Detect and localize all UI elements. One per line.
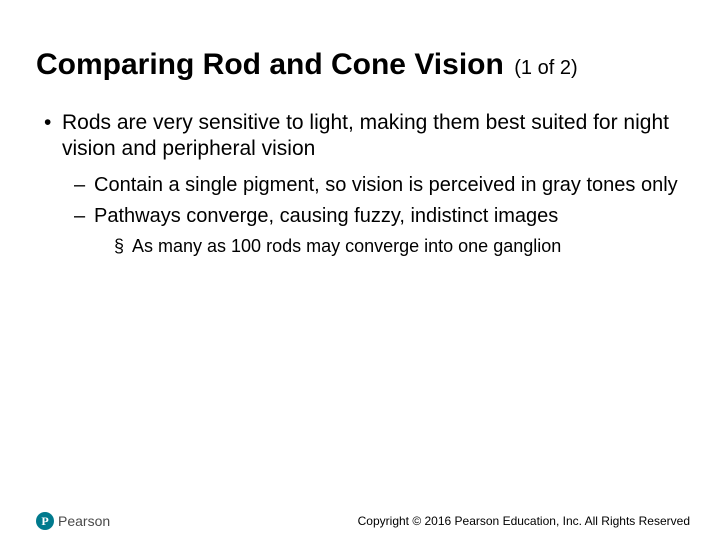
slide-title: Comparing Rod and Cone Vision — [36, 48, 504, 81]
bullet-level3: As many as 100 rods may converge into on… — [114, 235, 684, 258]
bullet-level2: Contain a single pigment, so vision is p… — [74, 173, 684, 198]
copyright-text: Copyright © 2016 Pearson Education, Inc.… — [358, 514, 690, 528]
pearson-logo-icon: P — [36, 512, 54, 530]
slide: Comparing Rod and Cone Vision (1 of 2) R… — [0, 0, 720, 540]
bullet-level2: Pathways converge, causing fuzzy, indist… — [74, 204, 684, 229]
slide-subtitle: (1 of 2) — [514, 57, 577, 79]
pearson-logo-text: Pearson — [58, 513, 110, 529]
title-row: Comparing Rod and Cone Vision (1 of 2) — [36, 48, 684, 82]
pearson-logo: P Pearson — [36, 512, 110, 530]
footer: P Pearson Copyright © 2016 Pearson Educa… — [0, 512, 720, 530]
bullet-level1: Rods are very sensitive to light, making… — [44, 110, 684, 163]
